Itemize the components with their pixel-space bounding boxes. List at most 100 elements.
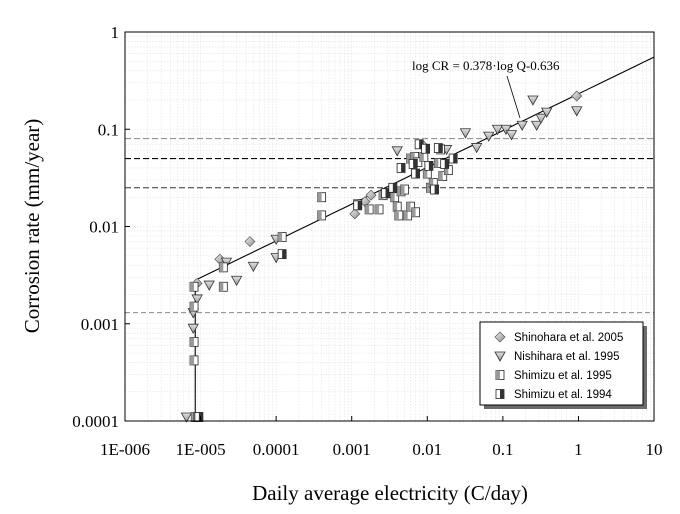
x-tick-label: 10 (646, 440, 663, 459)
triangle-marker-shape (247, 261, 260, 273)
data-point (400, 184, 409, 195)
series-1 (191, 90, 583, 289)
x-axis-title: Daily average electricity (C/day) (252, 481, 528, 505)
data-point (365, 189, 377, 201)
legend-box (479, 321, 644, 406)
data-point (419, 151, 429, 162)
diamond-marker-shape (365, 189, 377, 201)
data-point (317, 210, 327, 221)
square-marker-left-fill (406, 202, 411, 212)
data-point (505, 130, 518, 141)
data-point (527, 95, 539, 106)
data-point (535, 113, 547, 124)
square-marker-right-fill (428, 161, 433, 171)
square-marker-right-fill (444, 159, 449, 169)
square-marker-left-fill (190, 282, 195, 292)
legend-marker (494, 351, 506, 362)
square-marker-left-fill (317, 192, 322, 202)
square-marker-left-fill (394, 210, 399, 220)
series-4 (194, 139, 458, 422)
triangle-marker-shape (470, 143, 483, 154)
x-tick-label: 1 (574, 440, 583, 459)
legend-item: Shinohara et al. 2005 (494, 331, 623, 344)
square-marker-left-fill (410, 152, 415, 162)
legend-marker (495, 389, 505, 399)
data-point (187, 323, 199, 335)
data-points-layer (180, 90, 583, 423)
square-marker-left-fill (379, 190, 384, 200)
square-marker-left-fill (434, 158, 439, 168)
data-point (244, 236, 256, 248)
square-marker-left-fill (419, 152, 424, 162)
data-point (218, 262, 228, 273)
data-point (500, 124, 512, 136)
data-point (381, 188, 390, 199)
square-marker-right-fill (385, 188, 390, 198)
data-point (191, 294, 203, 305)
square-marker-left-fill (411, 207, 416, 217)
series-2 (180, 95, 583, 423)
data-point (189, 355, 199, 366)
triangle-marker-shape (230, 275, 243, 287)
data-point (391, 146, 403, 157)
equation-annotation: log CR = 0.378·log Q-0.636 (412, 58, 560, 73)
square-marker-right-fill (434, 185, 439, 195)
square-marker-right-fill (425, 144, 430, 154)
data-point (374, 204, 384, 215)
triangle-marker-shape (191, 294, 203, 305)
data-point (491, 124, 504, 136)
diamond-marker-shape (244, 236, 256, 248)
square-marker-right-fill (357, 200, 362, 210)
x-tick-label: 0.01 (412, 440, 442, 459)
data-point (390, 192, 400, 203)
square-marker-right-fill (413, 159, 418, 169)
square-marker-right-fill (419, 139, 424, 149)
legend-item: Nishihara et al. 1995 (494, 351, 619, 363)
square-marker-left-fill (219, 282, 224, 292)
triangle-marker-shape (535, 113, 547, 124)
legend-item: Shimizu et al. 1995 (495, 370, 612, 382)
square-marker-left-fill (400, 185, 405, 195)
data-point (277, 249, 287, 260)
data-point (317, 192, 327, 203)
square-marker-right-fill (282, 249, 287, 259)
triangle-marker-shape (527, 95, 539, 106)
legend: Shinohara et al. 2005 Nishihara et al. 19… (479, 321, 647, 409)
data-point (424, 160, 434, 171)
square-marker-left-fill (365, 204, 370, 214)
legend-label: Shimizu et al. 1994 (514, 389, 612, 401)
square-marker-left-fill (390, 192, 395, 202)
data-point (540, 107, 553, 118)
triangle-marker-shape (203, 280, 215, 291)
square-marker-left-fill (278, 232, 283, 242)
x-tick-label: 0.1 (492, 440, 513, 459)
data-point (406, 201, 415, 212)
data-point (459, 128, 472, 139)
data-point (189, 281, 199, 292)
legend-label: Shinohara et al. 2005 (514, 332, 623, 344)
square-marker-left-fill (406, 154, 411, 164)
diamond-marker-shape (494, 331, 506, 343)
triangle-marker-shape (483, 131, 495, 142)
x-tick-label: 1E-006 (100, 440, 150, 459)
data-point (403, 210, 413, 221)
triangle-marker-shape (491, 124, 504, 136)
x-tick-label: 0.001 (333, 440, 371, 459)
square-marker-left-fill (393, 202, 398, 212)
legend-label: Nishihara et al. 1995 (514, 351, 619, 363)
square-marker-right-fill (392, 183, 397, 193)
square-marker-left-fill (219, 262, 224, 272)
y-tick-label: 1 (111, 23, 120, 42)
data-point (421, 143, 431, 154)
square-marker-left-fill (403, 210, 408, 220)
data-point (203, 280, 215, 291)
data-point (218, 281, 228, 292)
tick-layer: 1E-006 1E-005 0.0001 0.001 0.01 0.1 1 10 0.0001 0… (72, 23, 662, 459)
triangle-marker-shape (494, 351, 506, 362)
square-marker-left-fill (375, 204, 380, 214)
square-marker-right-fill (453, 154, 458, 164)
square-marker-left-fill (190, 302, 195, 312)
square-marker-left-fill (397, 186, 402, 196)
triangle-marker-shape (530, 120, 543, 132)
square-marker-right-fill (415, 169, 420, 179)
